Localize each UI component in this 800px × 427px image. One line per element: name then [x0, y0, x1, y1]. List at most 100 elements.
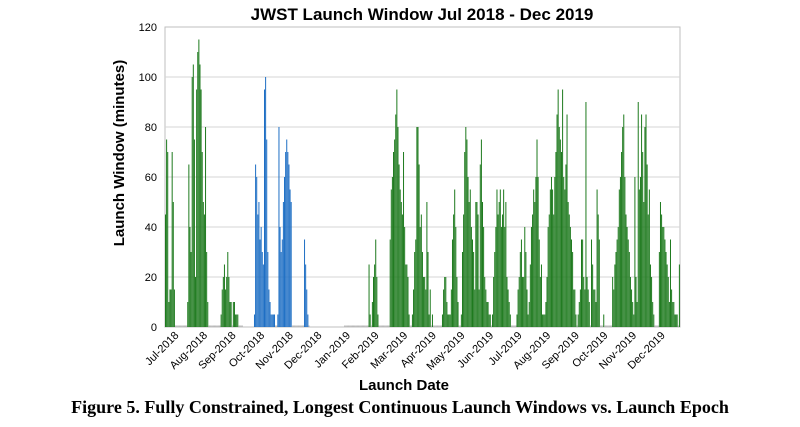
bar [494, 252, 496, 327]
bar [208, 325, 210, 327]
bar [484, 277, 486, 327]
x-tick-labels: Jul-2018Aug-2018Sep-2018Oct-2018Nov-2018… [143, 330, 668, 373]
bar [674, 314, 676, 327]
bar [397, 127, 399, 327]
launch-window-chart: 0 20 40 60 80 100 120 Jul-2018Aug-2018Sep-2018… [111, 5, 681, 394]
bar [636, 302, 638, 327]
bar [200, 89, 202, 327]
bar [589, 325, 592, 327]
bar [647, 214, 649, 327]
bar [237, 314, 239, 327]
bar [297, 325, 299, 327]
bar [446, 302, 448, 327]
bar [405, 264, 407, 327]
bar [611, 325, 613, 327]
bar [230, 302, 232, 327]
bar [583, 277, 585, 327]
bar [623, 114, 625, 327]
bar [351, 325, 353, 327]
bar [233, 302, 235, 327]
bar [298, 325, 300, 327]
bar [659, 202, 661, 327]
bar [296, 325, 298, 327]
bar [480, 139, 482, 327]
bar [661, 214, 663, 327]
bar [651, 277, 653, 327]
bar [675, 314, 677, 327]
bar [532, 214, 534, 327]
bar [668, 302, 670, 327]
bar [596, 189, 598, 327]
bar [500, 227, 502, 327]
bar [186, 325, 188, 327]
bar [373, 277, 374, 327]
bar [355, 325, 357, 327]
bar [387, 325, 389, 327]
bar [676, 314, 678, 327]
bar [361, 325, 363, 327]
bar [410, 325, 412, 327]
bar [404, 227, 406, 327]
bar [545, 302, 547, 327]
bar [437, 325, 439, 327]
bar [379, 325, 381, 327]
bar [284, 177, 286, 327]
bar [401, 214, 403, 327]
bar [222, 277, 224, 327]
bar [253, 314, 255, 327]
bar [390, 189, 392, 327]
bar [502, 214, 504, 327]
bar [438, 325, 440, 327]
bar [286, 139, 288, 327]
bar [415, 239, 417, 327]
bar [616, 239, 618, 327]
bar [443, 289, 445, 327]
bar [265, 77, 267, 327]
bar [485, 289, 487, 327]
bar [629, 277, 631, 327]
bar [665, 252, 667, 327]
bar [398, 164, 400, 327]
bar [307, 314, 309, 327]
bar [172, 202, 174, 327]
bar [302, 325, 305, 327]
bar [622, 127, 624, 327]
bar [406, 264, 408, 327]
bar [385, 325, 387, 327]
bar [183, 325, 186, 327]
bar [188, 164, 190, 327]
bar [568, 214, 570, 327]
bar [464, 152, 466, 327]
bar [669, 239, 671, 327]
bar [459, 325, 461, 327]
bar [609, 325, 612, 327]
bar [461, 252, 463, 327]
bar [632, 302, 634, 327]
bar [653, 314, 655, 327]
bar [507, 289, 509, 327]
bar [386, 325, 388, 327]
bar [347, 325, 349, 327]
bar [652, 302, 654, 327]
bar [219, 325, 221, 327]
bar [201, 152, 203, 327]
bar [537, 177, 539, 327]
bar [456, 277, 458, 327]
bar [409, 325, 411, 327]
bar [354, 325, 356, 327]
bar [173, 289, 175, 327]
bar [617, 227, 619, 327]
bar [205, 127, 207, 327]
bar [560, 152, 562, 327]
bar [599, 325, 602, 327]
bar [482, 202, 484, 327]
bar [606, 325, 608, 327]
bar [526, 289, 528, 327]
bar [635, 277, 637, 327]
bar [538, 239, 540, 327]
bar [260, 227, 262, 327]
bar [646, 164, 648, 327]
bar [228, 277, 230, 327]
bar [457, 302, 459, 327]
bar [505, 202, 507, 327]
